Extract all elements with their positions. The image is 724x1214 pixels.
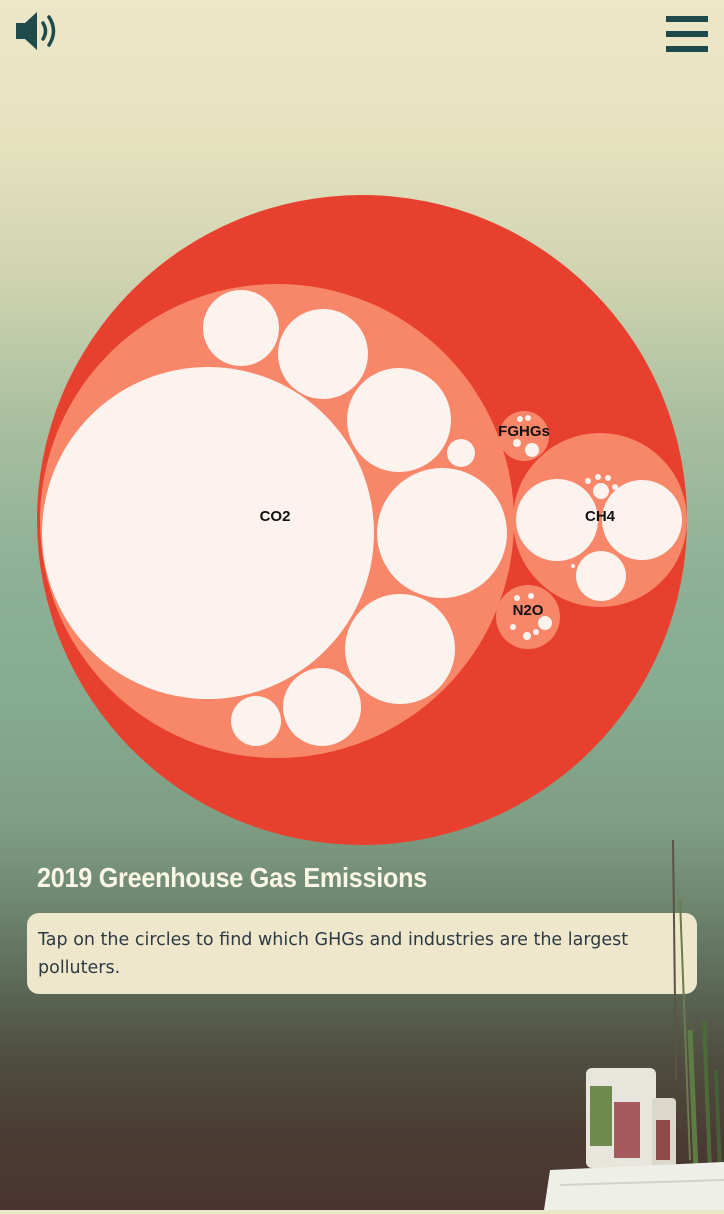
fghgs-label: FGHGs — [498, 423, 550, 440]
n2o-group-circle[interactable] — [496, 585, 560, 649]
ch4-label: CH4 — [585, 508, 616, 525]
n2o-bubble-group[interactable]: N2O — [496, 585, 560, 649]
co2-industry-circle[interactable] — [42, 367, 374, 699]
n2o-industry-circle[interactable] — [533, 629, 539, 635]
ch4-bubble-group[interactable]: CH4 — [513, 433, 687, 607]
co2-industry-circle[interactable] — [283, 668, 361, 746]
fghgs-bubble-group[interactable]: FGHGs — [498, 411, 550, 461]
ch4-industry-circle[interactable] — [516, 479, 598, 561]
fghgs-industry-circle[interactable] — [517, 416, 523, 422]
ch4-industry-circle[interactable] — [571, 564, 575, 568]
co2-industry-circle[interactable] — [377, 468, 507, 598]
fghgs-industry-circle[interactable] — [513, 439, 521, 447]
co2-bubble-group[interactable]: CO2 — [40, 284, 514, 758]
fghgs-industry-circle[interactable] — [525, 415, 531, 421]
instructions-box: Tap on the circles to find which GHGs an… — [27, 913, 697, 994]
co2-industry-circle[interactable] — [203, 290, 279, 366]
co2-industry-circle[interactable] — [347, 368, 451, 472]
instructions-text: Tap on the circles to find which GHGs an… — [38, 930, 629, 978]
n2o-industry-circle[interactable] — [510, 624, 516, 630]
speaker-volume-icon — [16, 12, 56, 50]
co2-industry-circle[interactable] — [278, 309, 368, 399]
ch4-industry-circle[interactable] — [576, 551, 626, 601]
co2-industry-circle[interactable] — [447, 439, 475, 467]
co2-label: CO2 — [260, 508, 291, 525]
ch4-industry-circle[interactable] — [605, 475, 611, 481]
menu-button[interactable] — [664, 12, 710, 56]
ch4-industry-circle[interactable] — [595, 474, 601, 480]
co2-industry-circle[interactable] — [231, 696, 281, 746]
n2o-industry-circle[interactable] — [528, 593, 534, 599]
n2o-industry-circle[interactable] — [538, 616, 552, 630]
decorative-illustration — [540, 839, 724, 1210]
page-title: 2019 Greenhouse Gas Emissions — [37, 862, 427, 893]
fghgs-industry-circle[interactable] — [525, 443, 539, 457]
ch4-industry-circle[interactable] — [585, 478, 591, 484]
ch4-group-circle[interactable] — [513, 433, 687, 607]
n2o-industry-circle[interactable] — [514, 595, 520, 601]
ch4-industry-circle[interactable] — [612, 484, 618, 490]
sound-toggle-button[interactable] — [12, 8, 62, 54]
n2o-industry-circle[interactable] — [523, 632, 531, 640]
ch4-industry-circle[interactable] — [602, 480, 682, 560]
co2-industry-circle[interactable] — [345, 594, 455, 704]
ch4-industry-circle[interactable] — [593, 483, 609, 499]
hamburger-menu-icon — [666, 16, 708, 52]
n2o-label: N2O — [513, 602, 544, 619]
emissions-bubble-chart: CO2 CH4 FGHGs — [37, 195, 687, 845]
